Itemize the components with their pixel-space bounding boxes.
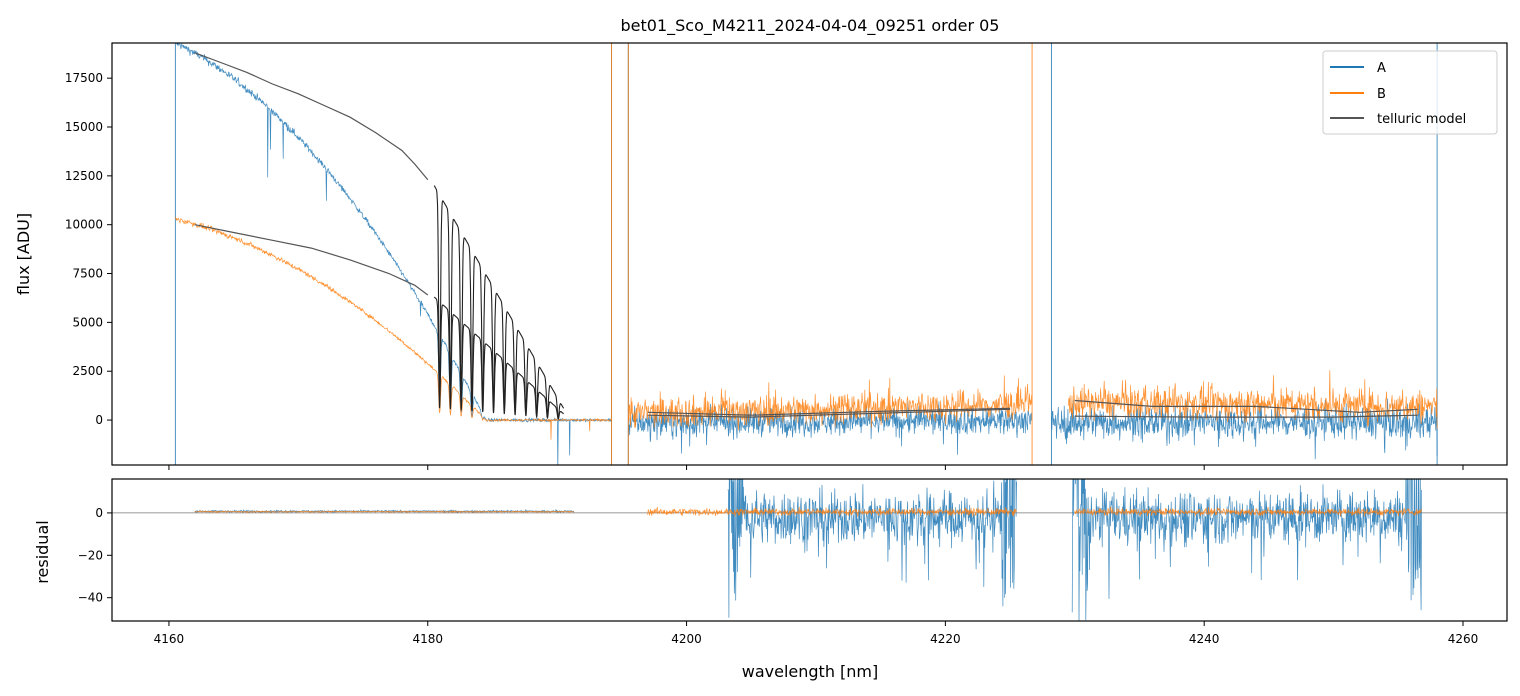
residual-xtick-label: 4180 [412,632,443,646]
residual-ylabel: residual [33,520,52,583]
flux-ytick-label: 15000 [65,120,103,134]
legend-label-b: B [1377,87,1386,102]
residual-series-a [194,479,1422,621]
residual-segment [1071,479,1422,621]
telluric-model-curve [194,52,429,181]
flux-ytick-label: 10000 [65,218,103,232]
telluric-model-curve [194,224,429,296]
telluric-model-curve [1074,399,1418,413]
residual-xtick-label: 4200 [671,632,702,646]
residual-segment [727,479,1017,618]
residual-segment [1074,506,1422,517]
residual-ytick-label: −20 [78,548,103,562]
telluric-model-lines [433,296,564,420]
legend-label-telluric-model: telluric model [1377,112,1466,127]
residual-plot-frame [111,478,1508,622]
flux-series-telluric-model [194,52,1418,420]
residual-xtick-label: 4160 [154,632,185,646]
telluric-model-lines [433,185,565,420]
flux-segment [175,216,612,440]
legend: A B telluric model [1322,50,1498,135]
residual-plot: 0 −20 −40 4160 4180 4200 4220 4240 4260 residua… [33,478,1508,681]
residual-ytick-label: −40 [78,591,103,605]
residual-segment [647,506,1017,517]
chart-title: bet01_Sco_M4211_2024-04-04_09251 order 0… [621,16,1000,36]
legend-label-a: A [1377,61,1386,76]
residual-xlabel: wavelength [nm] [742,662,879,681]
flux-plot: 0 2500 5000 7500 10000 12500 15000 17500 flux [… [14,42,1508,470]
flux-ylabel: flux [ADU] [14,213,33,295]
residual-segment [194,510,575,514]
flux-ytick-label: 0 [95,413,103,427]
flux-ytick-label: 5000 [72,315,103,329]
telluric-model-curve [1074,414,1418,418]
residual-xtick-label: 4260 [1448,632,1479,646]
legend-entry-b: B [1330,87,1386,102]
legend-entry-telluric-model: telluric model [1330,112,1466,127]
flux-ytick-label: 7500 [72,267,103,281]
residual-series-b [194,506,1422,517]
residual-xtick-label: 4220 [930,632,961,646]
telluric-model-curve [647,407,1011,416]
telluric-model-curve [647,408,1011,418]
flux-ytick-label: 17500 [65,71,103,85]
residual-xtick-label: 4240 [1189,632,1220,646]
legend-entry-a: A [1330,61,1386,76]
flux-series-b [175,43,1438,465]
flux-plot-frame [111,42,1508,466]
legend-frame [1322,50,1498,135]
flux-segment [627,375,1033,431]
flux-ytick-label: 2500 [72,364,103,378]
residual-ytick-label: 0 [95,506,103,520]
flux-ytick-label: 12500 [65,169,103,183]
